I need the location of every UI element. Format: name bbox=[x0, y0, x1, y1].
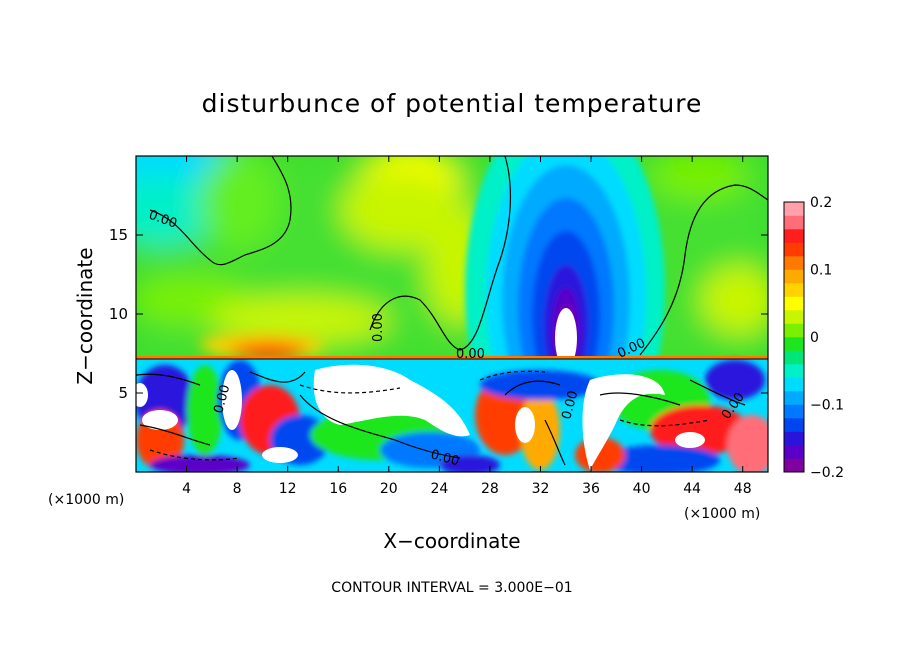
contour-line bbox=[136, 371, 461, 459]
y-axis-label: Z−coordinate bbox=[73, 247, 97, 384]
colorbar-swatch bbox=[784, 364, 804, 378]
warm-patch bbox=[200, 333, 324, 358]
colorbar-swatch bbox=[784, 350, 804, 365]
colorbar bbox=[783, 201, 805, 473]
colorbar-swatch bbox=[784, 202, 804, 216]
x-tick-label: 24 bbox=[430, 481, 448, 497]
x-tick-label: 12 bbox=[279, 481, 297, 497]
colorbar-swatch bbox=[784, 242, 804, 257]
y-tick-label: 15 bbox=[109, 226, 128, 244]
chart-title: disturbunce of potential temperature bbox=[202, 89, 703, 118]
colorbar-swatch bbox=[784, 215, 804, 230]
contour-label: 0.00 bbox=[456, 347, 485, 362]
colorbar-frame bbox=[783, 201, 805, 473]
contour-line bbox=[639, 184, 768, 356]
y-tick-label: 10 bbox=[109, 305, 128, 323]
heatmap-field: 0.00 0.00 0.00 0.00 0.00 0.00 0.00 0.00 bbox=[136, 156, 768, 472]
colorbar-swatch bbox=[784, 391, 804, 405]
contour-label: 0.00 bbox=[429, 447, 461, 469]
contour-label: 0.00 bbox=[559, 389, 581, 421]
colorbar-swatch bbox=[784, 269, 804, 284]
colorbar-swatch bbox=[784, 256, 804, 270]
lower-region bbox=[136, 358, 768, 472]
colorbar-swatch bbox=[784, 229, 804, 243]
contour-interval: CONTOUR INTERVAL = 3.000E−01 bbox=[331, 580, 572, 596]
contour-line bbox=[149, 370, 711, 461]
x-tick-label: 8 bbox=[233, 481, 242, 497]
y-tick-label: 5 bbox=[118, 384, 128, 402]
colorbar-swatch bbox=[784, 404, 804, 419]
colorbar-tick-label: 0 bbox=[810, 330, 819, 346]
x-tick-label: 32 bbox=[532, 481, 550, 497]
colorbar-swatch bbox=[784, 283, 804, 297]
colorbar-swatch bbox=[784, 418, 804, 432]
contour-line bbox=[504, 379, 746, 466]
x-tick-label: 20 bbox=[380, 481, 398, 497]
x-unit-right: (×1000 m) bbox=[684, 506, 760, 522]
x-tick-label: 36 bbox=[582, 481, 600, 497]
upper-region bbox=[136, 156, 768, 361]
x-tick-label: 16 bbox=[329, 481, 347, 497]
x-axis-label: X−coordinate bbox=[383, 529, 520, 553]
inversion-layer bbox=[136, 356, 768, 359]
saturated-patches bbox=[136, 364, 705, 470]
colorbar-swatch bbox=[784, 337, 804, 351]
plume-core bbox=[555, 308, 577, 368]
y-axis: 5 10 15 bbox=[109, 226, 768, 402]
colorbar-swatch bbox=[784, 458, 804, 473]
contour-label: 0.00 bbox=[211, 383, 233, 415]
x-tick-label: 28 bbox=[481, 481, 499, 497]
colorbar-tick-label: −0.1 bbox=[810, 398, 844, 414]
colorbar-swatch bbox=[784, 445, 804, 459]
colorbar-swatch bbox=[784, 296, 804, 311]
x-tick-label: 40 bbox=[633, 481, 651, 497]
colorbar-swatch bbox=[784, 310, 804, 324]
contour-line bbox=[149, 156, 292, 266]
x-tick-label: 48 bbox=[734, 481, 752, 497]
colorbar-tick-label: 0.1 bbox=[810, 263, 832, 279]
contour-line bbox=[369, 156, 512, 351]
colorbar-swatch bbox=[784, 431, 804, 446]
x-tick-label: 44 bbox=[683, 481, 701, 497]
colorbar-tick-label: 0.2 bbox=[810, 195, 832, 211]
colorbar-swatch bbox=[784, 323, 804, 338]
x-unit-left: (×1000 m) bbox=[48, 492, 124, 508]
contour-label: 0.00 bbox=[371, 313, 386, 342]
colorbar-ticks: 0.2 0.1 0 −0.1 −0.2 bbox=[810, 195, 844, 481]
colorbar-tick-label: −0.2 bbox=[810, 465, 844, 481]
x-tick-label: 4 bbox=[182, 481, 191, 497]
colorbar-swatch bbox=[784, 377, 804, 392]
x-axis: 4 8 12 16 20 24 28 32 36 40 44 48 bbox=[182, 156, 752, 497]
contours bbox=[136, 156, 768, 466]
